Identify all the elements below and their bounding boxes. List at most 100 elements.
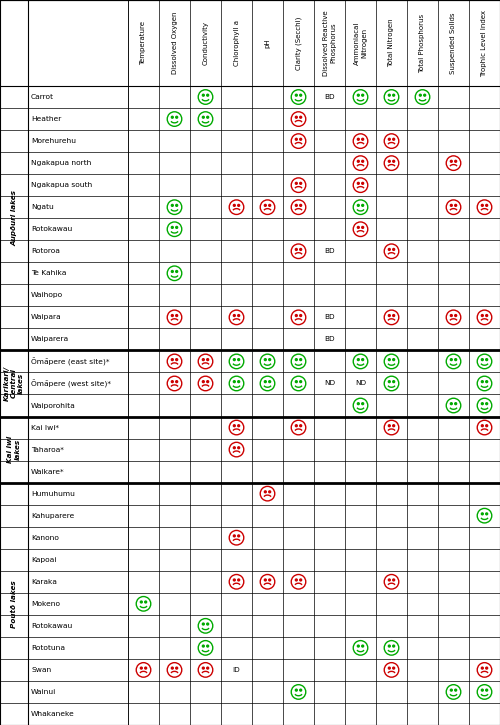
Circle shape [296,381,298,383]
Circle shape [234,535,235,536]
Circle shape [206,359,208,360]
Circle shape [206,667,208,669]
Circle shape [300,689,302,691]
Text: pH: pH [264,38,270,48]
Circle shape [296,315,298,317]
Circle shape [392,381,394,383]
Circle shape [172,116,173,118]
Circle shape [392,667,394,669]
Text: Dissolved Reactive
Phosphorus: Dissolved Reactive Phosphorus [323,10,336,76]
Circle shape [454,315,456,317]
Circle shape [268,359,270,360]
Circle shape [234,315,235,317]
Circle shape [482,381,484,383]
Circle shape [486,381,488,383]
Circle shape [362,94,364,96]
Circle shape [300,315,302,317]
Circle shape [234,447,235,449]
Circle shape [358,359,360,360]
Text: Waiporohita: Waiporohita [31,402,76,408]
Text: Suspended Solids: Suspended Solids [450,12,456,74]
Text: BD: BD [324,248,335,254]
Circle shape [388,359,390,360]
Text: Chlorophyll a: Chlorophyll a [234,20,239,66]
Circle shape [388,425,390,426]
Circle shape [264,204,266,207]
Text: Kapoai: Kapoai [31,557,56,563]
Circle shape [358,138,360,140]
Circle shape [234,425,235,426]
Text: BD: BD [324,336,335,342]
Text: ID: ID [232,667,240,673]
Circle shape [392,315,394,317]
Circle shape [362,160,364,162]
Text: Ammoniacal
Nitrogen: Ammoniacal Nitrogen [354,21,367,65]
Text: Trophic Level Index: Trophic Level Index [482,9,488,77]
Circle shape [362,204,364,207]
Text: Humuhumu: Humuhumu [31,491,75,497]
Circle shape [486,359,488,360]
Circle shape [358,402,360,405]
Circle shape [234,381,235,383]
Circle shape [296,138,298,140]
Circle shape [176,667,178,669]
Circle shape [388,667,390,669]
Circle shape [300,425,302,426]
Text: Taharoa*: Taharoa* [31,447,64,452]
Text: Rotoroa: Rotoroa [31,248,60,254]
Circle shape [202,359,204,360]
Circle shape [234,204,235,207]
Circle shape [482,359,484,360]
Text: Total Phosphorus: Total Phosphorus [420,14,426,72]
Circle shape [420,94,422,96]
Text: Total Nitrogen: Total Nitrogen [388,19,394,67]
Circle shape [268,579,270,581]
Text: Waikare*: Waikare* [31,468,64,475]
Circle shape [486,425,488,426]
Text: ND: ND [355,381,366,386]
Circle shape [450,204,452,207]
Circle shape [392,249,394,250]
Circle shape [172,204,173,207]
Circle shape [388,138,390,140]
Text: Carrot: Carrot [31,94,54,100]
Circle shape [362,645,364,647]
Text: Conductivity: Conductivity [202,21,208,65]
Circle shape [206,116,208,118]
Text: ND: ND [324,381,335,386]
Circle shape [202,623,204,625]
Circle shape [202,645,204,647]
Circle shape [392,645,394,647]
Circle shape [172,270,173,273]
Circle shape [172,359,173,360]
Circle shape [454,204,456,207]
Circle shape [296,579,298,581]
Circle shape [450,402,452,405]
Circle shape [454,402,456,405]
Circle shape [362,402,364,405]
Text: Karikari/
Central
lakes: Karikari/ Central lakes [4,366,24,401]
Circle shape [206,623,208,625]
Circle shape [300,183,302,184]
Circle shape [238,535,240,536]
Circle shape [300,116,302,118]
Circle shape [206,381,208,383]
Text: Aupōuri lakes: Aupōuri lakes [11,190,17,247]
Circle shape [238,359,240,360]
Circle shape [176,204,178,207]
Circle shape [450,359,452,360]
Circle shape [296,204,298,207]
Circle shape [358,645,360,647]
Circle shape [486,204,488,207]
Text: Kahuparere: Kahuparere [31,513,74,518]
Circle shape [202,381,204,383]
Text: BD: BD [324,94,335,100]
Circle shape [176,359,178,360]
Circle shape [140,601,142,603]
Circle shape [486,402,488,405]
Text: Karaka: Karaka [31,579,57,585]
Circle shape [172,226,173,228]
Circle shape [388,315,390,317]
Circle shape [296,94,298,96]
Circle shape [144,601,146,603]
